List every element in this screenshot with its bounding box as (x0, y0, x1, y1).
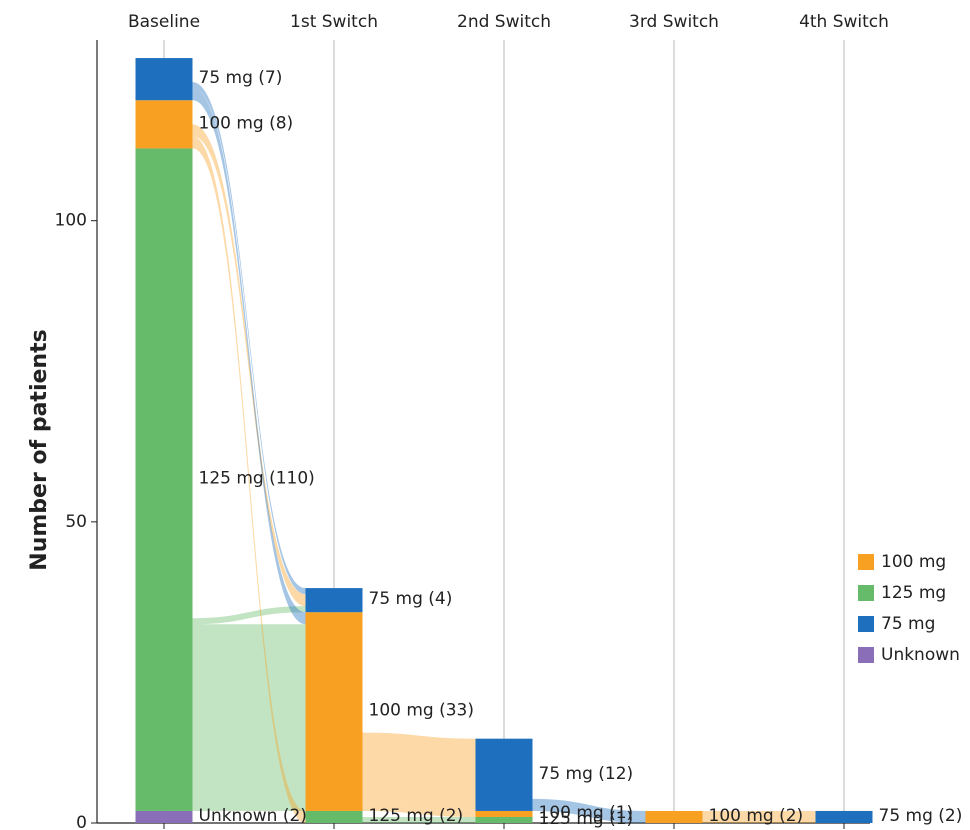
node-bar (135, 100, 193, 149)
stage-label: 1st Switch (290, 12, 378, 32)
node-bar (135, 58, 193, 101)
node-label: 75 mg (4) (369, 589, 453, 609)
legend-label: 125 mg (881, 583, 946, 603)
node-label: 75 mg (12) (539, 764, 634, 784)
stage-label: 3rd Switch (629, 12, 719, 32)
legend-swatch (858, 647, 874, 663)
legend-label: 75 mg (881, 614, 935, 634)
node-bar (305, 810, 363, 823)
flow (362, 732, 476, 811)
flow (532, 798, 646, 823)
y-tick-label: 0 (76, 813, 87, 830)
node-label: 75 mg (7) (199, 68, 283, 88)
flow (192, 82, 306, 595)
flow (192, 88, 306, 625)
y-tick-label: 50 (65, 512, 87, 532)
stage-label: Baseline (128, 12, 200, 32)
node-bar (475, 810, 533, 817)
legend-label: Unknown (881, 645, 960, 665)
node-label: 100 mg (33) (369, 701, 475, 721)
flow (362, 804, 476, 817)
flow (192, 124, 306, 607)
y-tick-label: 100 (55, 211, 87, 231)
node-label: 125 mg (110) (199, 469, 315, 489)
node-bar (305, 612, 363, 811)
stage-label: 4th Switch (799, 12, 889, 32)
legend-swatch (858, 616, 874, 632)
legend-swatch (858, 554, 874, 570)
node-bar (135, 148, 193, 811)
node-bar (475, 816, 533, 823)
node-bar (645, 810, 703, 823)
node-label: 100 mg (2) (709, 806, 804, 826)
node-bar (305, 588, 363, 613)
flow (192, 136, 306, 823)
flow (702, 810, 816, 823)
node-label: 100 mg (1) (539, 803, 634, 823)
flow (192, 606, 306, 625)
legend-label: 100 mg (881, 552, 946, 572)
node-bar (815, 810, 873, 823)
node-label: 125 mg (1) (539, 809, 634, 829)
node-label: 75 mg (2) (879, 806, 963, 826)
flow (362, 816, 476, 823)
legend-swatch (858, 585, 874, 601)
stage-label: 2nd Switch (457, 12, 551, 32)
node-bar (475, 738, 533, 811)
y-axis-title: Number of patients (27, 329, 52, 570)
node-label: Unknown (2) (199, 806, 307, 826)
node-bar (135, 810, 193, 823)
flow (192, 624, 306, 811)
node-label: 100 mg (8) (199, 113, 294, 133)
node-label: 125 mg (2) (369, 806, 464, 826)
